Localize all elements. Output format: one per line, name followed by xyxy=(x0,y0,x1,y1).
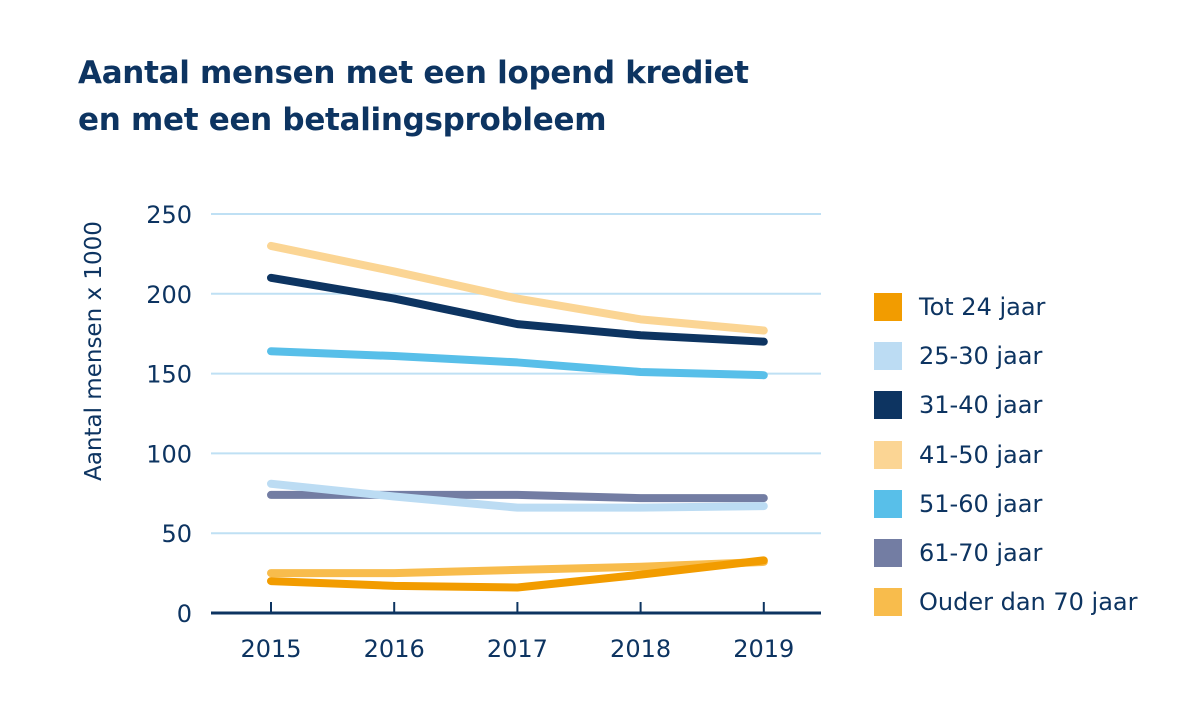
series-line-25-30-jaar xyxy=(267,479,768,512)
y-tick-label-0: 0 xyxy=(177,600,192,628)
legend-label: 61-70 jaar xyxy=(919,539,1043,568)
y-tick-label-250: 250 xyxy=(146,201,192,229)
x-axis-tick-labels: 2015 2016 2017 2018 2019 xyxy=(240,635,794,663)
legend-item: 41-50 jaar xyxy=(874,430,1138,479)
legend: Tot 24 jaar 25-30 jaar 31-40 jaar 41-50 jaa… xyxy=(874,282,1138,627)
legend-item: 31-40 jaar xyxy=(874,381,1138,430)
legend-label: Tot 24 jaar xyxy=(919,292,1046,321)
legend-swatch xyxy=(874,440,902,469)
legend-label: 51-60 jaar xyxy=(919,489,1043,518)
legend-item: 25-30 jaar xyxy=(874,331,1138,380)
series-line-41-50-jaar xyxy=(267,241,768,335)
y-tick-label-200: 200 xyxy=(146,281,192,309)
chart-title: Aantal mensen met een lopend krediet en … xyxy=(78,50,749,144)
y-tick-label-100: 100 xyxy=(146,440,192,468)
data-series xyxy=(267,241,768,592)
series-line-31-40-jaar xyxy=(267,273,768,346)
x-tick-label-2015: 2015 xyxy=(240,635,301,663)
legend-item: Tot 24 jaar xyxy=(874,282,1138,331)
legend-item: 51-60 jaar xyxy=(874,479,1138,528)
series-line-tot-24-jaar xyxy=(267,556,768,592)
legend-label: 41-50 jaar xyxy=(919,440,1043,469)
x-tick-label-2018: 2018 xyxy=(610,635,671,663)
x-tick-label-2019: 2019 xyxy=(733,635,794,663)
y-tick-label-50: 50 xyxy=(161,520,192,548)
legend-label: 31-40 jaar xyxy=(919,391,1043,420)
chart-title-line-2: en met een betalingsprobleem xyxy=(78,102,607,138)
series-line-ouder-dan-70-jaar xyxy=(267,557,768,578)
x-axis-tick-marks xyxy=(270,602,765,614)
x-tick-label-2016: 2016 xyxy=(364,635,425,663)
x-tick-label-2017: 2017 xyxy=(487,635,548,663)
legend-swatch xyxy=(874,588,902,617)
legend-label: 25-30 jaar xyxy=(919,341,1043,370)
legend-swatch xyxy=(874,391,902,420)
legend-swatch xyxy=(874,539,902,568)
legend-item: 61-70 jaar xyxy=(874,528,1138,577)
legend-item: Ouder dan 70 jaar xyxy=(874,578,1138,627)
legend-swatch xyxy=(874,341,902,370)
series-line-51-60-jaar xyxy=(267,347,768,380)
y-axis-tick-labels: 0 50 100 150 200 250 xyxy=(146,201,192,628)
legend-label: Ouder dan 70 jaar xyxy=(919,588,1138,617)
y-tick-label-150: 150 xyxy=(146,361,192,389)
chart-title-line-1: Aantal mensen met een lopend krediet xyxy=(78,55,749,91)
legend-swatch xyxy=(874,292,902,321)
legend-swatch xyxy=(874,489,902,518)
y-axis-label: Aantal mensen x 1000 xyxy=(81,221,107,481)
